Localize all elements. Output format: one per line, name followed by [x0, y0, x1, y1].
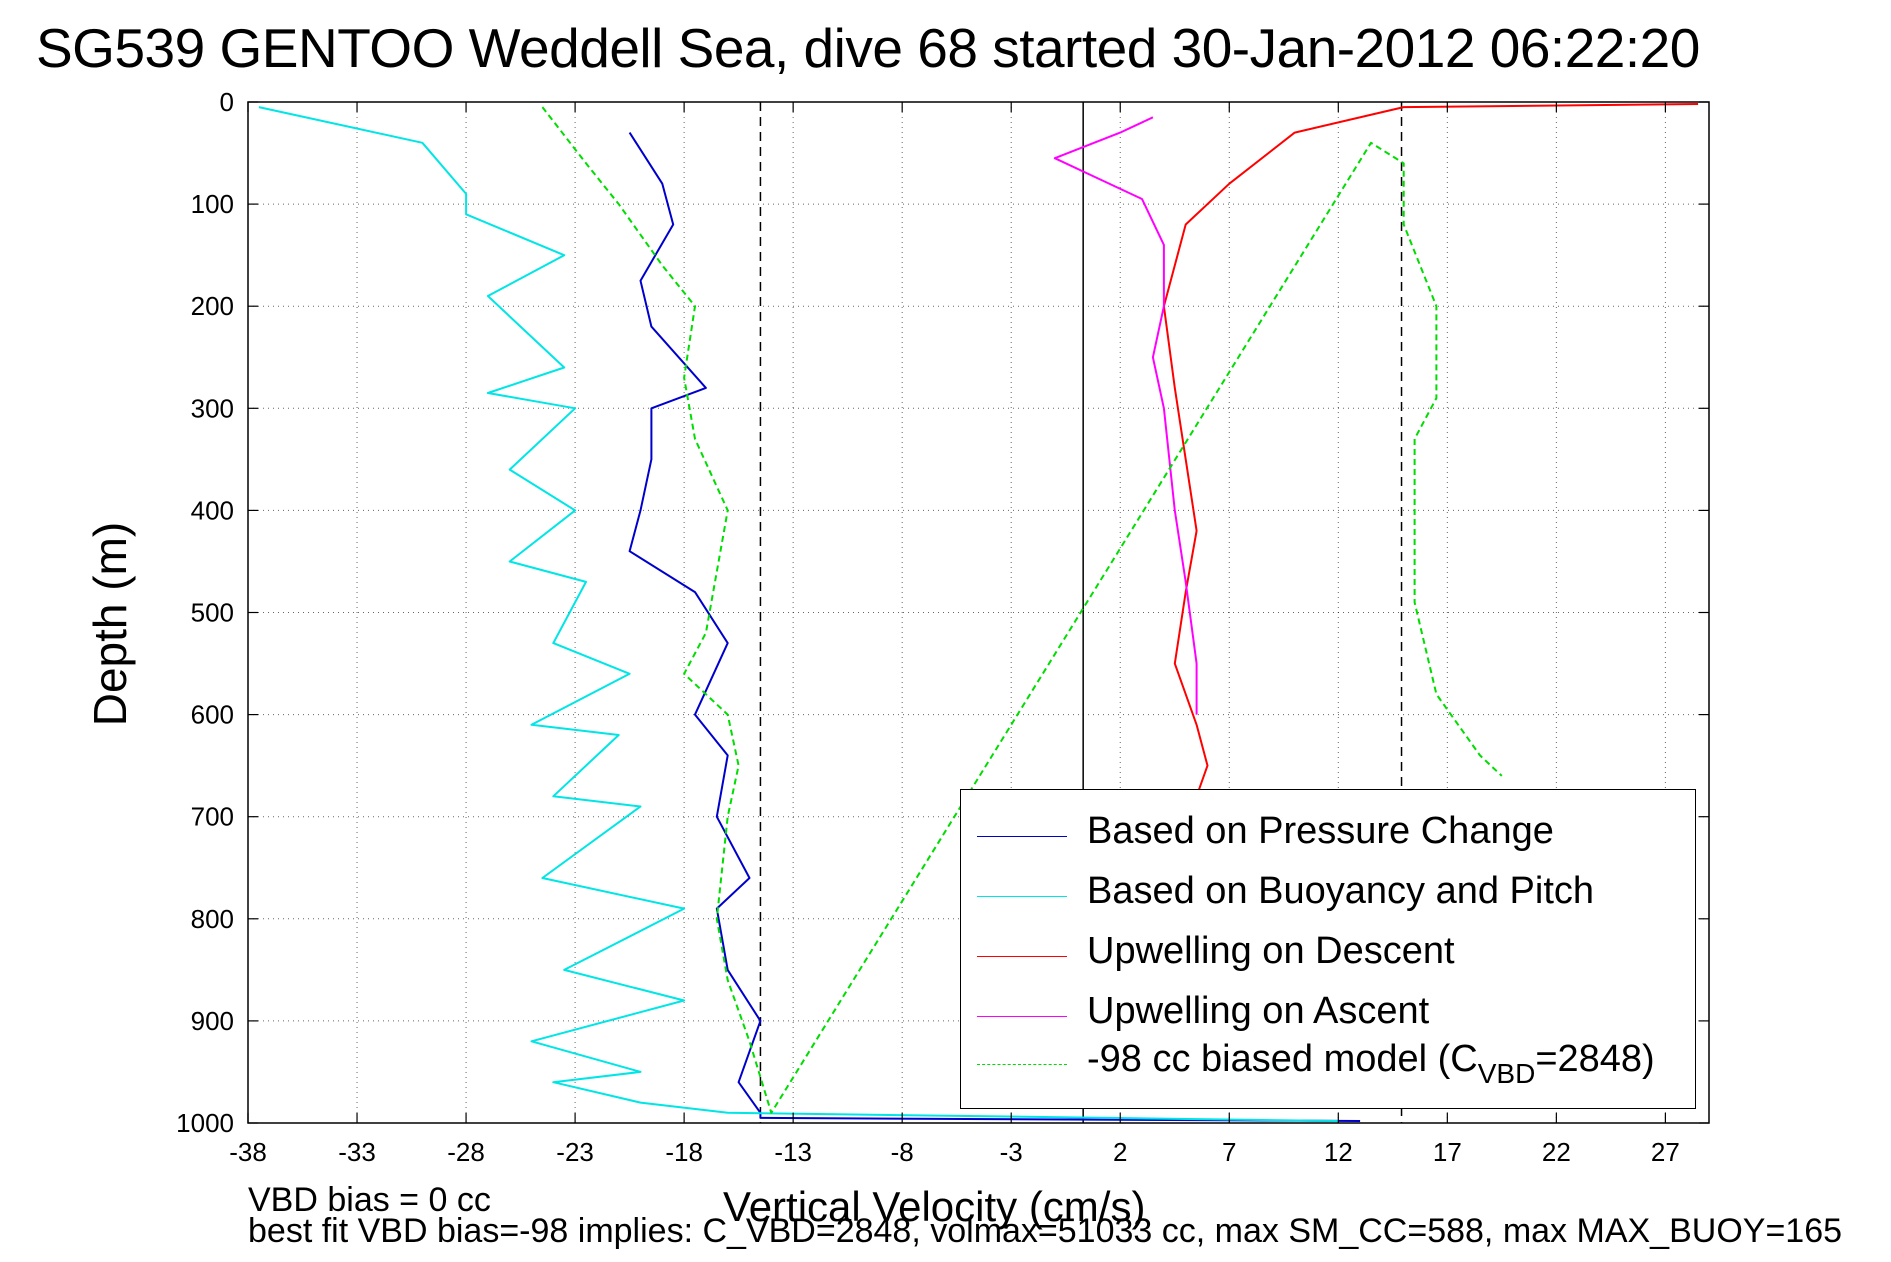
- x-tick-label: -38: [229, 1137, 267, 1167]
- y-tick-label: 100: [191, 189, 234, 219]
- legend-item-pressure: Based on Pressure Change: [977, 810, 1677, 866]
- legend-item-biased-model: -98 cc biased model (CVBD=2848): [977, 1038, 1677, 1094]
- y-tick-label: 600: [191, 700, 234, 730]
- legend-item-buoyancy: Based on Buoyancy and Pitch: [977, 870, 1677, 926]
- y-tick-label: 400: [191, 495, 234, 525]
- x-tick-label: -3: [1000, 1137, 1023, 1167]
- y-tick-label: 1000: [176, 1108, 234, 1138]
- series-line-4: [541, 106, 1503, 1114]
- y-axis-ticks: 0 100 200 300 400 500 600 700 800 900 1000: [176, 87, 1709, 1138]
- x-tick-label: 22: [1542, 1137, 1571, 1167]
- x-tick-label: -8: [891, 1137, 914, 1167]
- legend-item-upwelling-ascent: Upwelling on Ascent: [977, 990, 1677, 1046]
- y-tick-label: 900: [191, 1006, 234, 1036]
- chart-title: SG539 GENTOO Weddell Sea, dive 68 starte…: [36, 17, 1700, 79]
- x-tick-label: -23: [556, 1137, 594, 1167]
- legend-label: Upwelling on Descent: [1087, 930, 1455, 972]
- x-tick-label: 27: [1651, 1137, 1680, 1167]
- x-axis-ticks: -38 -33 -28 -23 -18 -13 -8 -3 2 7 12 17 22 27: [229, 102, 1680, 1167]
- y-axis-label: Depth (m): [84, 521, 136, 727]
- legend: Based on Pressure Change Based on Buoyan…: [960, 789, 1696, 1109]
- series-line-3: [1053, 116, 1198, 715]
- legend-swatch: [977, 896, 1067, 897]
- legend-swatch: [977, 956, 1067, 957]
- x-axis-label: Vertical Velocity (cm/s): [723, 1183, 1146, 1230]
- x-tick-label: -33: [338, 1137, 376, 1167]
- x-tick-label: 2: [1113, 1137, 1127, 1167]
- legend-label: Based on Buoyancy and Pitch: [1087, 870, 1595, 912]
- legend-swatch: [977, 1064, 1067, 1065]
- legend-item-upwelling-descent: Upwelling on Descent: [977, 930, 1677, 986]
- series-line-1: [258, 106, 1339, 1122]
- x-tick-label: -18: [665, 1137, 703, 1167]
- series-line-0: [628, 132, 1361, 1122]
- y-tick-label: 700: [191, 802, 234, 832]
- x-tick-label: 17: [1433, 1137, 1462, 1167]
- legend-label: -98 cc biased model (CVBD=2848): [1087, 1038, 1655, 1089]
- x-tick-label: 12: [1324, 1137, 1353, 1167]
- y-tick-label: 500: [191, 598, 234, 628]
- legend-label: Based on Pressure Change: [1087, 810, 1554, 852]
- legend-label: Upwelling on Ascent: [1087, 990, 1430, 1032]
- data-series: [258, 103, 1699, 1122]
- y-tick-label: 800: [191, 904, 234, 934]
- series-line-2: [1162, 103, 1699, 1042]
- best-fit-note: best fit VBD bias=-98 implies: C_VBD=284…: [248, 1212, 1843, 1250]
- x-tick-label: -28: [447, 1137, 485, 1167]
- x-tick-label: 7: [1222, 1137, 1236, 1167]
- legend-swatch: [977, 836, 1067, 837]
- y-tick-label: 300: [191, 393, 234, 423]
- x-tick-label: -13: [774, 1137, 812, 1167]
- vbd-bias-note: VBD bias = 0 cc: [248, 1181, 491, 1219]
- y-tick-label: 0: [220, 87, 234, 117]
- y-tick-label: 200: [191, 291, 234, 321]
- legend-swatch: [977, 1016, 1067, 1017]
